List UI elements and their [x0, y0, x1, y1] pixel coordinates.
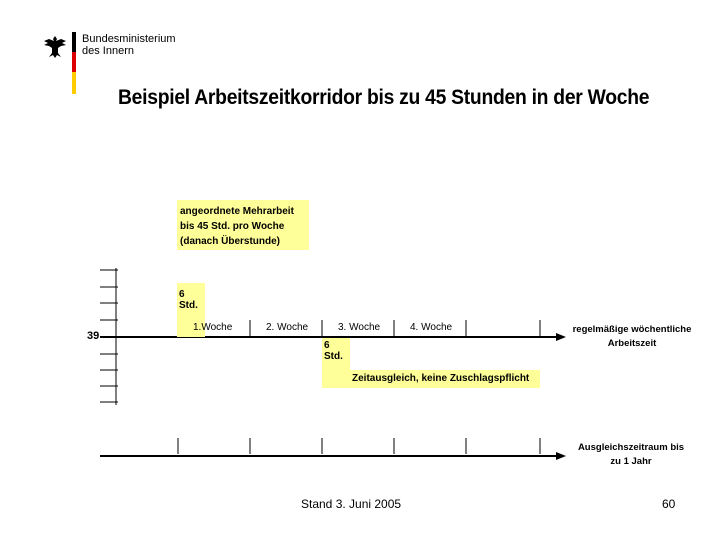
minus-hours-box: 6 Std. [322, 338, 350, 388]
minus-hours-label: 6 Std. [324, 340, 343, 362]
regular-hours-line-1: regelmäßige wöchentliche [572, 324, 692, 335]
plus-hours-box: 6 Std. [177, 283, 205, 337]
baseline-arrowhead [556, 333, 566, 341]
week-label-3: 3. Woche [338, 322, 381, 333]
week-label-4: 4. Woche [410, 322, 453, 333]
regular-hours-label: regelmäßige wöchentliche Arbeitszeit [566, 323, 698, 351]
baseline-hours-label: 39 [87, 330, 100, 342]
flag-bar [72, 32, 76, 94]
federal-eagle-icon [44, 36, 66, 58]
page-number: 60 [662, 497, 676, 511]
mehrarbeit-line-1: angeordnete Mehrarbeit [180, 206, 294, 217]
ministry-line-1: Bundesministerium [82, 33, 176, 45]
mehrarbeit-box: angeordnete Mehrarbeit bis 45 Std. pro W… [177, 200, 309, 250]
week-label-1: 1.Woche [193, 322, 233, 333]
page-title: Beispiel Arbeitszeitkorridor bis zu 45 S… [118, 86, 650, 109]
plus-hours-label: 6 Std. [179, 289, 198, 311]
mehrarbeit-line-3: (danach Überstunde) [180, 236, 281, 247]
ministry-name: Bundesministerium des Innern [82, 33, 176, 57]
period-arrowhead [556, 452, 566, 460]
ausgleich-box: Zeitausgleich, keine Zuschlagspflicht [350, 370, 540, 388]
week-label-2: 2. Woche [266, 322, 309, 333]
footer-date: Stand 3. Juni 2005 [301, 497, 402, 511]
period-line-1: Ausgleichszeitraum bis [577, 442, 685, 453]
ausgleich-label: Zeitausgleich, keine Zuschlagspflicht [352, 373, 530, 384]
regular-hours-line-2: Arbeitszeit [607, 338, 657, 349]
period-line-2: zu 1 Jahr [610, 456, 652, 467]
ministry-line-2: des Innern [82, 45, 134, 57]
period-label: Ausgleichszeitraum bis zu 1 Jahr [568, 441, 694, 469]
mehrarbeit-line-2: bis 45 Std. pro Woche [180, 221, 285, 232]
